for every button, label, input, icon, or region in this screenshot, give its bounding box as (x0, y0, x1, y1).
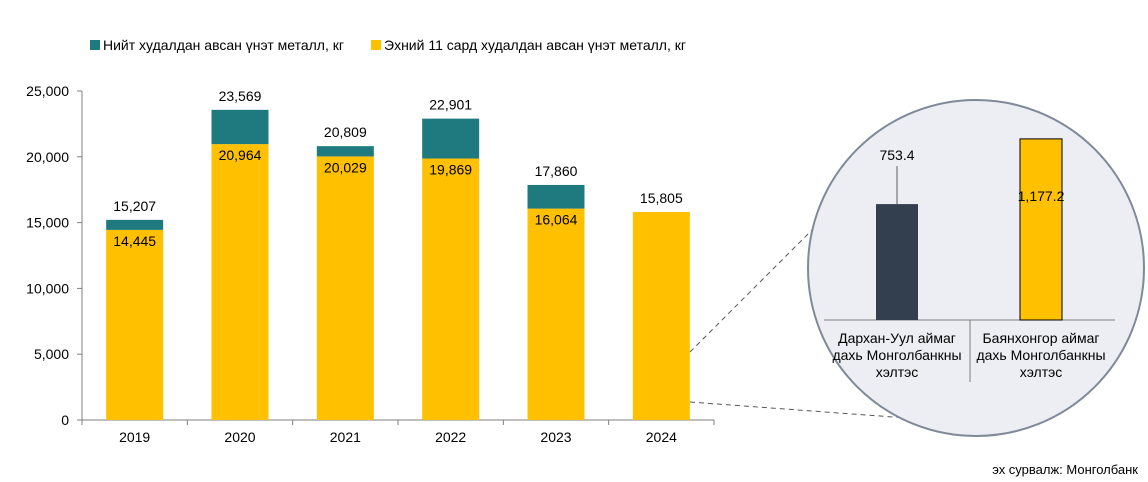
data-label-total-2022: 22,901 (429, 97, 472, 113)
inset-data-label-2: 1,177.2 (1018, 188, 1065, 204)
y-tick-label: 10,000 (26, 280, 69, 296)
legend-swatch-11months (371, 40, 381, 50)
bar-11months-2021 (316, 156, 374, 420)
y-tick-label: 25,000 (26, 83, 69, 99)
inset-bar-2 (1019, 138, 1063, 321)
data-label-total-2019: 15,207 (113, 198, 156, 214)
main-data-labels: 14,445 15,207 20,964 23,569 20,029 20,809 19,8… (113, 88, 683, 249)
bar-11months-2024 (632, 212, 690, 420)
inset-bar-1 (876, 204, 918, 320)
source-note: эх сурвалж: Монголбанк (992, 462, 1138, 477)
data-label-11months-2021: 20,029 (324, 159, 367, 175)
inset-category-label-2: дахь Монголбанкны (976, 347, 1105, 363)
legend-label-total: Нийт худалдан авсан үнэт металл, кг (103, 37, 344, 53)
x-tick-label-2019: 2019 (119, 429, 150, 445)
y-tick-label: 5,000 (34, 346, 69, 362)
y-tick-labels: 0 5,000 10,000 15,000 20,000 25,000 (26, 83, 715, 428)
y-tick-label: 15,000 (26, 215, 69, 231)
bar-11months-2023 (527, 208, 585, 420)
y-tick-label: 0 (61, 412, 69, 428)
x-tick-label-2021: 2021 (330, 429, 361, 445)
inset-category-label-2: хэлтэс (1020, 364, 1063, 380)
zoom-circle (807, 99, 1145, 437)
bar-remainder-2021 (316, 146, 374, 157)
data-label-total-2024: 15,805 (640, 190, 683, 206)
data-label-11months-2022: 19,869 (429, 162, 472, 178)
legend: Нийт худалдан авсан үнэт металл, кг Эхни… (90, 37, 686, 53)
bar-11months-2019 (106, 229, 164, 420)
x-tick-label-2023: 2023 (540, 429, 571, 445)
bar-remainder-2020 (211, 109, 269, 145)
bar-remainder-2023 (527, 184, 585, 209)
x-tick-label-2020: 2020 (224, 429, 255, 445)
inset-chart (824, 319, 1115, 382)
x-tick-label-2022: 2022 (435, 429, 466, 445)
data-label-total-2021: 20,809 (324, 124, 367, 140)
zoom-connector-lower (689, 401, 921, 420)
data-label-total-2020: 23,569 (219, 88, 262, 104)
inset-bars (876, 138, 1063, 321)
inset-category-label-1: Дархан-Уул аймаг (838, 330, 956, 346)
bar-remainder-2022 (422, 118, 480, 159)
inset-data-labels: 753.4 1,177.2 (879, 147, 1065, 205)
inset-category-label-2: Баянхонгор аймаг (982, 330, 1099, 346)
bar-11months-2022 (422, 158, 480, 420)
inset-category-label-1: дахь Монголбанкны (832, 347, 961, 363)
legend-label-11months: Эхний 11 сард худалдан авсан үнэт металл… (384, 37, 686, 53)
x-tick-label-2024: 2024 (646, 429, 677, 445)
legend-swatch-total (90, 40, 100, 50)
main-bars (106, 109, 690, 420)
inset-category-label-1: хэлтэс (876, 364, 919, 380)
data-label-11months-2023: 16,064 (535, 212, 578, 228)
data-label-11months-2019: 14,445 (113, 233, 156, 249)
main-chart-axes (81, 91, 714, 421)
bar-11months-2020 (211, 144, 269, 420)
bar-remainder-2019 (106, 219, 164, 230)
inset-data-label-1: 753.4 (879, 147, 914, 163)
x-tick-labels: 2019 2020 2021 2022 2023 2024 (119, 429, 677, 445)
zoom-connector-upper (689, 225, 817, 353)
data-label-11months-2020: 20,964 (219, 147, 262, 163)
y-tick-label: 20,000 (26, 149, 69, 165)
data-label-total-2023: 17,860 (535, 163, 578, 179)
